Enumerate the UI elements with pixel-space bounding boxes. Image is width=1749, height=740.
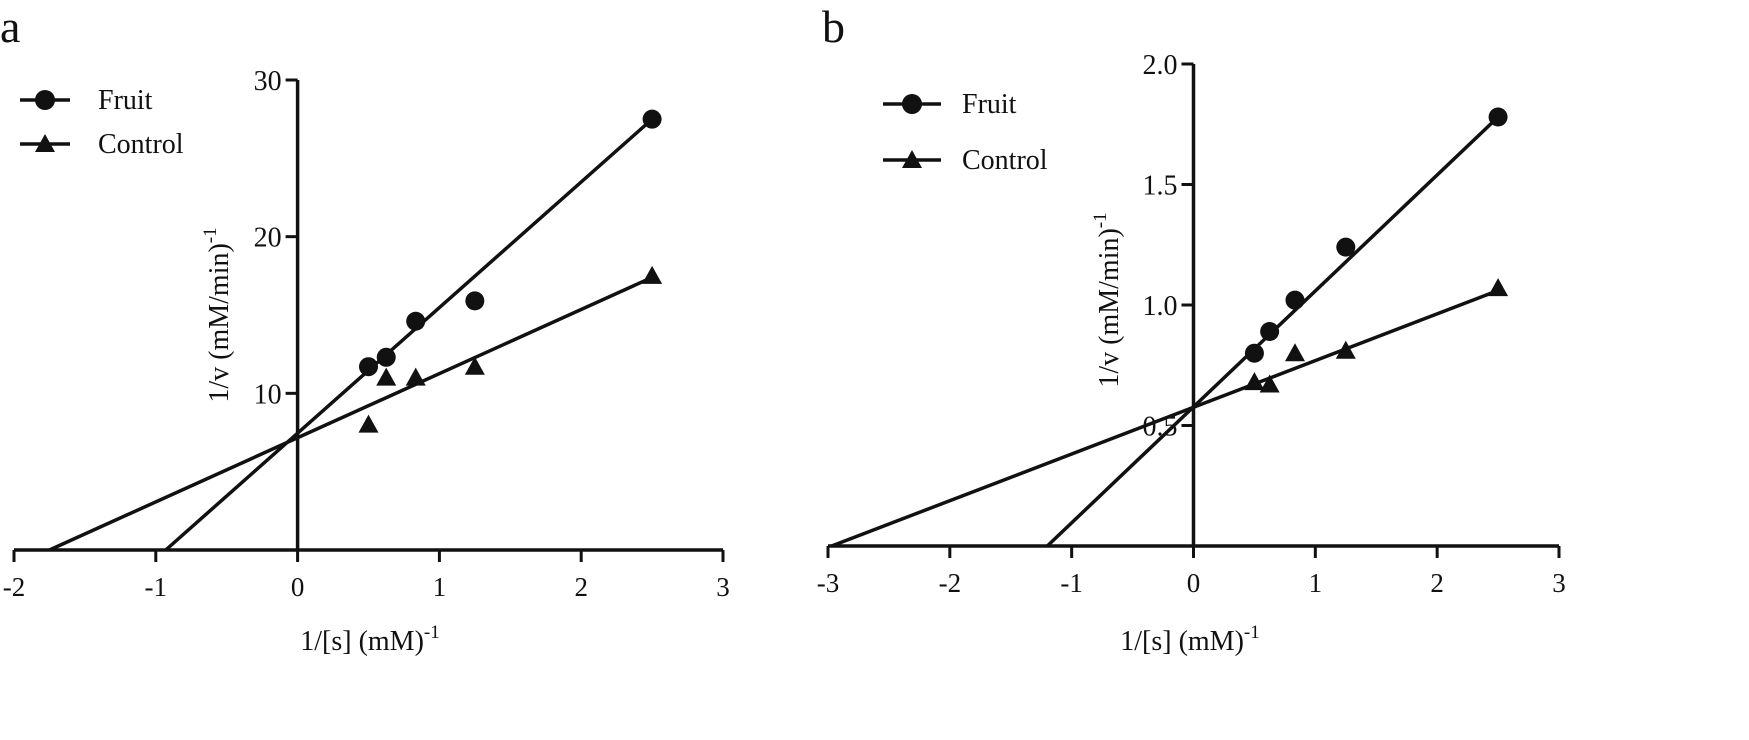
data-point-triangle (405, 367, 426, 386)
panel-label: b (822, 1, 845, 52)
series-control (831, 278, 1509, 548)
data-point-triangle (1259, 374, 1280, 393)
x-axis-label: 1/[s] (mM)-1 (300, 622, 439, 657)
legend-marker-circle (902, 94, 922, 114)
fit-line-fruit (164, 117, 654, 552)
data-point-triangle (642, 265, 663, 284)
data-point-triangle (376, 367, 397, 386)
legend-label: Control (98, 129, 184, 160)
data-point-triangle (464, 356, 485, 375)
x-tick-label: 0 (1187, 568, 1201, 598)
x-tick-label: -1 (145, 572, 168, 602)
legend-entry-control: Control (20, 129, 184, 160)
data-point-circle (1336, 237, 1356, 257)
legend-entry-fruit: Fruit (883, 89, 1017, 120)
x-tick-label: -2 (3, 572, 26, 602)
data-point-circle (1285, 290, 1305, 310)
data-point-circle (642, 109, 662, 129)
y-axis-label-superscript: -1 (1090, 212, 1111, 228)
legend-label: Fruit (98, 85, 153, 116)
x-tick-label: 3 (1552, 568, 1566, 598)
data-point-circle (359, 357, 378, 377)
y-axis-label: 1/v (mM/min)-1 (200, 227, 235, 402)
x-axis-label-superscript: -1 (424, 622, 440, 643)
y-tick-label: 30 (254, 66, 282, 97)
panel-label: a (0, 1, 20, 52)
chart-panel-b: b-3 -2 -1 0 1 2 30.51.01.52.01/[s] (mM)-11/v (… (817, 1, 1566, 657)
data-point-triangle (1488, 278, 1509, 297)
fit-line-control (48, 275, 653, 552)
x-tick-label: -3 (817, 568, 840, 598)
x-axis-label: 1/[s] (mM)-1 (1120, 622, 1259, 657)
legend-marker-circle (35, 90, 55, 110)
legend-marker-triangle (35, 134, 55, 152)
legend-label: Control (962, 145, 1048, 176)
y-tick-label: 20 (254, 223, 282, 254)
legend-entry-fruit: Fruit (20, 85, 153, 116)
data-point-triangle (1335, 340, 1356, 359)
data-point-circle (1488, 107, 1508, 127)
data-point-circle (1260, 322, 1280, 342)
data-point-triangle (358, 414, 379, 433)
x-tick-label: 1 (1309, 568, 1323, 598)
legend-label: Fruit (962, 89, 1017, 120)
data-point-circle (406, 311, 426, 331)
data-point-circle (376, 347, 396, 367)
y-tick-label: 1.0 (1143, 291, 1178, 322)
x-tick-label: 0 (291, 572, 305, 602)
x-axis-label-superscript: -1 (1244, 622, 1260, 643)
y-axis-label-text: 1/v (mM/min) (204, 243, 235, 402)
y-tick-label: 10 (254, 379, 282, 410)
data-point-circle (465, 291, 485, 311)
x-tick-label: 2 (1430, 568, 1444, 598)
x-tick-label: 2 (574, 572, 588, 602)
series-fruit (1046, 107, 1508, 548)
y-axis-label-text: 1/v (mM/min) (1094, 228, 1125, 387)
data-point-triangle (1284, 343, 1305, 362)
y-tick-label: 1.5 (1143, 171, 1178, 202)
y-axis-label-superscript: -1 (200, 227, 221, 243)
x-tick-label: -1 (1060, 568, 1083, 598)
series-fruit (164, 109, 662, 552)
x-axis-label-text: 1/[s] (mM) (1120, 626, 1244, 657)
data-point-circle (1244, 343, 1264, 363)
legend-marker-triangle (902, 150, 922, 168)
x-tick-label: 1 (433, 572, 447, 602)
y-axis-label: 1/v (mM/min)-1 (1090, 212, 1125, 387)
fit-line-control (831, 288, 1499, 548)
data-point-triangle (1244, 372, 1265, 391)
legend-entry-control: Control (883, 145, 1048, 176)
y-tick-label: 2.0 (1143, 50, 1178, 81)
x-tick-label: 3 (716, 572, 730, 602)
x-tick-label: -2 (939, 568, 962, 598)
x-axis-label-text: 1/[s] (mM) (300, 626, 424, 657)
series-control (48, 265, 663, 552)
